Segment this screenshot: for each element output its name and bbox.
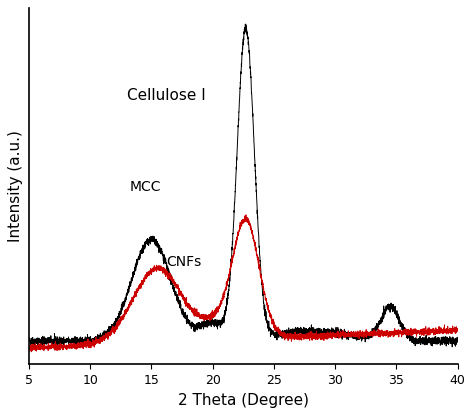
Y-axis label: Intensity (a.u.): Intensity (a.u.) <box>9 131 23 242</box>
X-axis label: 2 Theta (Degree): 2 Theta (Degree) <box>178 393 309 408</box>
Text: MCC: MCC <box>129 180 161 194</box>
Text: CNFs: CNFs <box>166 255 201 270</box>
Text: Cellulose I: Cellulose I <box>127 88 206 103</box>
